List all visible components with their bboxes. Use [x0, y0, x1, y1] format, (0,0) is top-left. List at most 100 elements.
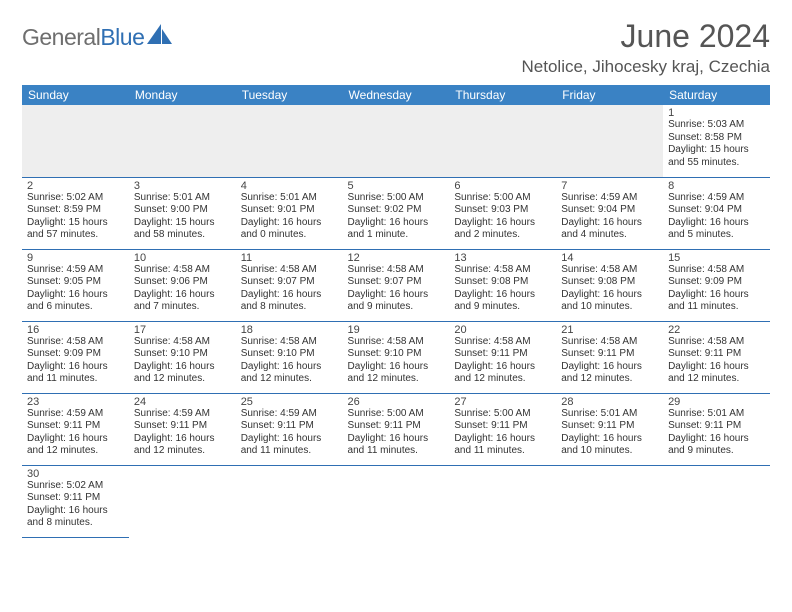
day-number: 22 [668, 324, 765, 336]
day-number: 27 [454, 396, 551, 408]
day-info: Sunrise: 5:00 AMSunset: 9:11 PMDaylight:… [454, 408, 551, 458]
calendar-cell: 2Sunrise: 5:02 AMSunset: 8:59 PMDaylight… [22, 177, 129, 249]
calendar-row: 2Sunrise: 5:02 AMSunset: 8:59 PMDaylight… [22, 177, 770, 249]
day-number: 10 [134, 252, 231, 264]
calendar-cell: 15Sunrise: 4:58 AMSunset: 9:09 PMDayligh… [663, 249, 770, 321]
sail-icon [147, 24, 173, 51]
brand-text: GeneralBlue [22, 24, 144, 51]
day-info: Sunrise: 4:58 AMSunset: 9:08 PMDaylight:… [454, 264, 551, 314]
day-number: 5 [348, 180, 445, 192]
day-number: 12 [348, 252, 445, 264]
day-number: 11 [241, 252, 338, 264]
calendar-cell: 5Sunrise: 5:00 AMSunset: 9:02 PMDaylight… [343, 177, 450, 249]
day-number: 20 [454, 324, 551, 336]
day-info: Sunrise: 4:58 AMSunset: 9:06 PMDaylight:… [134, 264, 231, 314]
day-number: 7 [561, 180, 658, 192]
day-header-row: SundayMondayTuesdayWednesdayThursdayFrid… [22, 85, 770, 105]
day-info: Sunrise: 4:58 AMSunset: 9:10 PMDaylight:… [241, 336, 338, 386]
calendar-cell: 16Sunrise: 4:58 AMSunset: 9:09 PMDayligh… [22, 321, 129, 393]
day-info: Sunrise: 5:01 AMSunset: 9:01 PMDaylight:… [241, 192, 338, 242]
calendar-cell: 12Sunrise: 4:58 AMSunset: 9:07 PMDayligh… [343, 249, 450, 321]
calendar-cell: 21Sunrise: 4:58 AMSunset: 9:11 PMDayligh… [556, 321, 663, 393]
calendar-row: 9Sunrise: 4:59 AMSunset: 9:05 PMDaylight… [22, 249, 770, 321]
day-info: Sunrise: 4:59 AMSunset: 9:04 PMDaylight:… [668, 192, 765, 242]
calendar-cell [556, 465, 663, 537]
calendar-cell: 14Sunrise: 4:58 AMSunset: 9:08 PMDayligh… [556, 249, 663, 321]
day-info: Sunrise: 4:59 AMSunset: 9:11 PMDaylight:… [241, 408, 338, 458]
calendar-cell: 18Sunrise: 4:58 AMSunset: 9:10 PMDayligh… [236, 321, 343, 393]
calendar-cell: 8Sunrise: 4:59 AMSunset: 9:04 PMDaylight… [663, 177, 770, 249]
day-info: Sunrise: 5:01 AMSunset: 9:00 PMDaylight:… [134, 192, 231, 242]
calendar-cell: 29Sunrise: 5:01 AMSunset: 9:11 PMDayligh… [663, 393, 770, 465]
day-number: 16 [27, 324, 124, 336]
calendar-cell: 11Sunrise: 4:58 AMSunset: 9:07 PMDayligh… [236, 249, 343, 321]
calendar-cell [449, 465, 556, 537]
day-info: Sunrise: 4:58 AMSunset: 9:09 PMDaylight:… [27, 336, 124, 386]
brand-logo: GeneralBlue [22, 24, 173, 51]
calendar-cell: 7Sunrise: 4:59 AMSunset: 9:04 PMDaylight… [556, 177, 663, 249]
day-number: 13 [454, 252, 551, 264]
day-info: Sunrise: 5:00 AMSunset: 9:03 PMDaylight:… [454, 192, 551, 242]
day-info: Sunrise: 4:58 AMSunset: 9:11 PMDaylight:… [454, 336, 551, 386]
day-number: 8 [668, 180, 765, 192]
title-block: June 2024 Netolice, Jihocesky kraj, Czec… [522, 18, 770, 77]
calendar-cell: 19Sunrise: 4:58 AMSunset: 9:10 PMDayligh… [343, 321, 450, 393]
calendar-row: 23Sunrise: 4:59 AMSunset: 9:11 PMDayligh… [22, 393, 770, 465]
day-info: Sunrise: 5:01 AMSunset: 9:11 PMDaylight:… [668, 408, 765, 458]
day-info: Sunrise: 4:59 AMSunset: 9:04 PMDaylight:… [561, 192, 658, 242]
calendar-cell: 13Sunrise: 4:58 AMSunset: 9:08 PMDayligh… [449, 249, 556, 321]
day-info: Sunrise: 4:58 AMSunset: 9:07 PMDaylight:… [241, 264, 338, 314]
day-info: Sunrise: 5:00 AMSunset: 9:02 PMDaylight:… [348, 192, 445, 242]
calendar-cell: 23Sunrise: 4:59 AMSunset: 9:11 PMDayligh… [22, 393, 129, 465]
day-info: Sunrise: 4:59 AMSunset: 9:11 PMDaylight:… [134, 408, 231, 458]
day-number: 1 [668, 107, 765, 119]
day-info: Sunrise: 4:58 AMSunset: 9:10 PMDaylight:… [348, 336, 445, 386]
calendar-cell [129, 465, 236, 537]
calendar-cell: 22Sunrise: 4:58 AMSunset: 9:11 PMDayligh… [663, 321, 770, 393]
day-number: 15 [668, 252, 765, 264]
calendar-cell: 4Sunrise: 5:01 AMSunset: 9:01 PMDaylight… [236, 177, 343, 249]
header: GeneralBlue June 2024 Netolice, Jihocesk… [22, 18, 770, 77]
day-info: Sunrise: 4:59 AMSunset: 9:11 PMDaylight:… [27, 408, 124, 458]
calendar-cell [343, 465, 450, 537]
calendar-cell [236, 105, 343, 177]
day-number: 21 [561, 324, 658, 336]
brand-part1: General [22, 24, 100, 50]
calendar-cell [663, 465, 770, 537]
calendar-cell [236, 465, 343, 537]
day-number: 19 [348, 324, 445, 336]
day-number: 4 [241, 180, 338, 192]
calendar-cell: 25Sunrise: 4:59 AMSunset: 9:11 PMDayligh… [236, 393, 343, 465]
day-number: 30 [27, 468, 124, 480]
page-title: June 2024 [522, 18, 770, 55]
day-number: 25 [241, 396, 338, 408]
calendar-body: 1Sunrise: 5:03 AMSunset: 8:58 PMDaylight… [22, 105, 770, 537]
day-header: Monday [129, 85, 236, 105]
calendar-cell: 26Sunrise: 5:00 AMSunset: 9:11 PMDayligh… [343, 393, 450, 465]
day-number: 6 [454, 180, 551, 192]
day-info: Sunrise: 4:58 AMSunset: 9:09 PMDaylight:… [668, 264, 765, 314]
day-number: 9 [27, 252, 124, 264]
calendar-row: 16Sunrise: 4:58 AMSunset: 9:09 PMDayligh… [22, 321, 770, 393]
calendar-cell: 30Sunrise: 5:02 AMSunset: 9:11 PMDayligh… [22, 465, 129, 537]
day-header: Wednesday [343, 85, 450, 105]
day-info: Sunrise: 5:03 AMSunset: 8:58 PMDaylight:… [668, 119, 765, 169]
calendar-cell: 24Sunrise: 4:59 AMSunset: 9:11 PMDayligh… [129, 393, 236, 465]
calendar-cell [556, 105, 663, 177]
calendar-cell: 10Sunrise: 4:58 AMSunset: 9:06 PMDayligh… [129, 249, 236, 321]
calendar-row: 30Sunrise: 5:02 AMSunset: 9:11 PMDayligh… [22, 465, 770, 537]
day-header: Saturday [663, 85, 770, 105]
day-info: Sunrise: 5:02 AMSunset: 8:59 PMDaylight:… [27, 192, 124, 242]
calendar-cell: 17Sunrise: 4:58 AMSunset: 9:10 PMDayligh… [129, 321, 236, 393]
calendar-cell: 28Sunrise: 5:01 AMSunset: 9:11 PMDayligh… [556, 393, 663, 465]
day-number: 17 [134, 324, 231, 336]
calendar-cell: 20Sunrise: 4:58 AMSunset: 9:11 PMDayligh… [449, 321, 556, 393]
day-info: Sunrise: 4:58 AMSunset: 9:10 PMDaylight:… [134, 336, 231, 386]
calendar-cell: 3Sunrise: 5:01 AMSunset: 9:00 PMDaylight… [129, 177, 236, 249]
day-number: 18 [241, 324, 338, 336]
location-text: Netolice, Jihocesky kraj, Czechia [522, 57, 770, 77]
calendar-cell: 27Sunrise: 5:00 AMSunset: 9:11 PMDayligh… [449, 393, 556, 465]
day-number: 24 [134, 396, 231, 408]
day-number: 3 [134, 180, 231, 192]
day-info: Sunrise: 4:58 AMSunset: 9:11 PMDaylight:… [561, 336, 658, 386]
